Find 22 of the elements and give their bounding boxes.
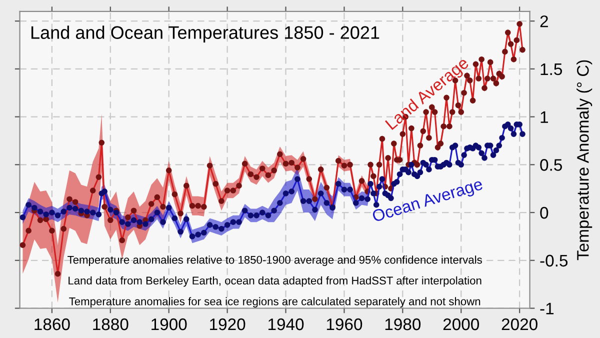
y-tick-label: 0.5 [540, 159, 562, 171]
text: Land and Ocean Temperatures 1850 - 2021 [31, 26, 380, 43]
y-tick-label: 2 [540, 15, 548, 28]
x-tick-label: 1940 [268, 318, 304, 330]
x-tick-label: 2020 [502, 318, 538, 330]
x-tick-label: 1920 [210, 318, 246, 330]
y-tick-label: 0 [540, 206, 548, 219]
x-tick-label: 1880 [93, 318, 128, 330]
x-tick-label: 1900 [152, 318, 187, 330]
y-axis-title: Temperature Anomaly (° C) [576, 60, 592, 260]
y-tick-label: -0.5 [540, 254, 568, 267]
y-tick-label: 1 [540, 111, 548, 123]
text: Ocean Average [372, 178, 484, 226]
x-tick-label: 1860 [34, 318, 70, 330]
annotation: Temperature anomalies for sea ice regions are calculated separately and not shown [69, 297, 480, 308]
annotation: Temperature anomalies relative to 1850-1900 average and 95% confidence intervals [68, 256, 482, 266]
annotation: Land data from Berkeley Earth, ocean data adapted from HadSST after interpolation [68, 276, 482, 287]
x-tick-label: 1980 [385, 318, 421, 330]
x-tick-label: 2000 [443, 318, 480, 330]
y-tick-label: 1.5 [540, 64, 562, 76]
x-tick-label: 1960 [326, 318, 362, 330]
y-tick-label: -1 [540, 302, 554, 314]
